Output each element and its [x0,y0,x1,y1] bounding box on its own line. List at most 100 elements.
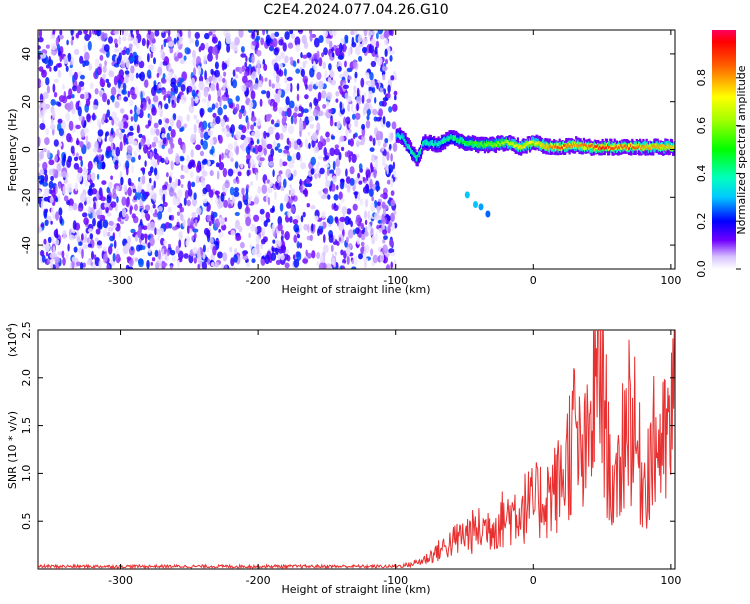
noise-cell [215,102,219,109]
y-tick-label: -20 [20,188,33,206]
noise-cell [384,38,389,46]
noise-cell [256,49,262,57]
noise-cell [203,227,210,236]
snr-frame [37,329,676,570]
noise-cell [234,187,239,193]
noise-cell [343,70,349,78]
noise-cell [245,145,251,155]
noise-cell [86,113,91,123]
noise-cell [272,38,278,48]
noise-cell [337,55,344,60]
noise-cell [343,250,347,259]
noise-cell [324,70,328,80]
noise-cell [104,137,107,142]
noise-cell [165,118,170,124]
noise-cell [134,191,138,201]
noise-cell [363,231,369,237]
noise-cell [107,226,114,232]
noise-cell [82,262,86,268]
noise-cell [280,186,285,191]
noise-cell [365,183,369,192]
noise-cell [280,51,285,59]
noise-cell [84,51,90,62]
noise-cell [121,89,127,95]
noise-cell [168,187,175,197]
noise-cell [172,255,177,262]
noise-cell [227,203,232,209]
noise-cell [297,146,301,151]
noise-cell [360,233,366,241]
noise-cell [381,201,386,209]
noise-cell [308,106,312,112]
noise-cell [379,87,383,93]
noise-cell [168,125,172,132]
noise-cell [371,183,377,191]
noise-cell [335,158,341,168]
signal-cell [553,144,556,147]
noise-cell [257,186,262,194]
noise-cell [176,119,182,129]
noise-cell [347,47,351,57]
noise-cell [340,249,344,256]
noise-cell [87,243,92,248]
noise-cell [318,80,324,90]
noise-cell [150,52,153,59]
signal-cell [602,145,605,149]
noise-cell [233,248,238,255]
noise-cell [349,177,355,186]
noise-cell [120,108,125,114]
noise-cell [363,210,368,220]
noise-cell [263,63,268,71]
noise-cell [53,65,58,72]
noise-cell [283,149,289,154]
noise-cell [123,30,129,37]
noise-cell [121,207,127,218]
noise-cell [332,108,336,114]
noise-cell [267,126,274,135]
noise-cell [370,38,377,46]
noise-cell [355,45,361,56]
noise-cell [95,190,100,201]
noise-cell [51,189,56,197]
noise-cell [191,211,197,219]
noise-cell [253,122,256,127]
noise-cell [75,124,81,130]
noise-cell [390,261,394,269]
noise-cell [274,31,280,37]
noise-cell [280,253,285,261]
noise-cell [320,194,327,200]
noise-cell [82,62,86,67]
noise-cell [260,243,263,250]
noise-cell [369,135,373,142]
noise-cell [141,174,146,185]
signal-cell [575,143,578,150]
noise-cell [114,163,119,170]
noise-cell [343,84,349,90]
noise-cell [302,54,308,59]
noise-cell [98,260,102,269]
noise-cell [370,221,373,226]
noise-cell [256,243,260,249]
noise-cell [73,162,80,170]
noise-cell [255,35,261,41]
noise-cell [117,85,123,95]
noise-cell [302,211,306,218]
noise-cell [182,144,186,154]
noise-cell [237,200,243,210]
noise-cell [57,251,63,256]
noise-cell [347,103,351,113]
noise-cell [201,98,207,104]
noise-cell [345,168,348,177]
noise-cell [202,261,207,269]
noise-cell [301,34,307,45]
y-tick-label: 0.5 [20,512,33,530]
noise-cell [174,56,180,62]
noise-cell [276,55,280,61]
noise-cell [199,150,205,157]
noise-cell [284,55,289,63]
noise-cell [194,32,200,39]
noise-cell [372,254,378,264]
noise-cell [310,204,316,210]
noise-cell [163,56,170,66]
noise-cell [210,83,216,92]
